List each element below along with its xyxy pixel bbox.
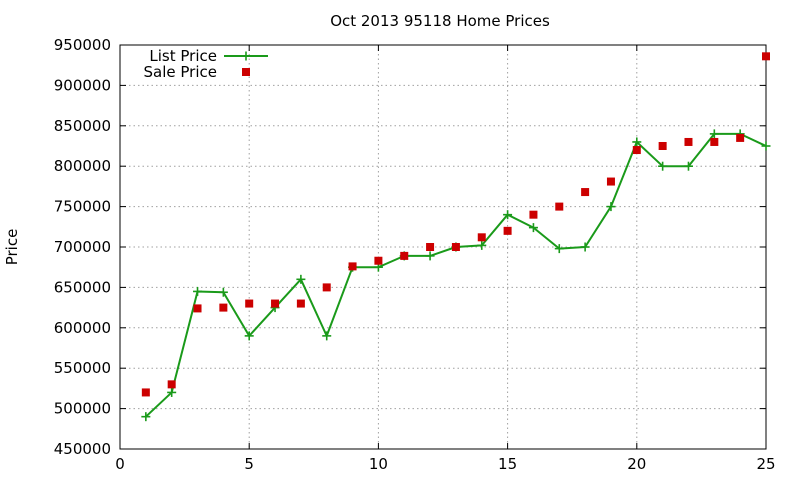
list-price-point xyxy=(244,331,254,341)
x-tick-label: 5 xyxy=(244,455,254,473)
list-price-point xyxy=(477,240,487,250)
sale-price-point xyxy=(245,299,254,308)
sale-price-point xyxy=(167,380,176,389)
list-price-point xyxy=(167,387,177,397)
list-price-line xyxy=(145,132,767,418)
list-price-point xyxy=(322,331,332,341)
list-price-point xyxy=(761,141,771,151)
sale-price-point xyxy=(736,133,745,142)
sale-price-point xyxy=(348,262,357,271)
sale-price-point xyxy=(710,137,719,146)
sale-price-point xyxy=(141,388,150,397)
legend-sample-list-price xyxy=(224,51,268,61)
legend-label-list-price: List Price xyxy=(149,47,217,65)
y-tick-label: 800000 xyxy=(54,157,111,175)
legend-sample-sale-price xyxy=(242,68,250,76)
y-tick-label: 900000 xyxy=(54,76,111,94)
y-tick-label: 750000 xyxy=(54,198,111,216)
legend-square-marker xyxy=(242,68,250,76)
sale-price-point xyxy=(322,283,331,292)
grid-layer xyxy=(120,45,766,449)
x-tick-label: 25 xyxy=(756,455,775,473)
legend: List Price Sale Price xyxy=(144,47,268,81)
series-layer xyxy=(141,52,771,422)
x-tick-label: 20 xyxy=(627,455,646,473)
y-tick-label: 450000 xyxy=(54,440,111,458)
sale-price-point xyxy=(374,256,383,265)
sale-price-point xyxy=(477,233,486,242)
x-tick-label: 15 xyxy=(498,455,517,473)
ticks-layer: 450000 500000 550000 600000 650000 700000 7500… xyxy=(54,36,776,473)
y-tick-label: 700000 xyxy=(54,238,111,256)
sale-price-point xyxy=(426,243,435,251)
y-tick-label: 500000 xyxy=(54,400,111,418)
y-axis-label: Price xyxy=(3,229,21,266)
list-price-point xyxy=(580,242,590,252)
list-price-point xyxy=(632,137,642,147)
y-tick-label: 850000 xyxy=(54,117,111,135)
series-1 xyxy=(141,52,770,397)
chart-title: Oct 2013 95118 Home Prices xyxy=(330,12,550,30)
legend-label-sale-price: Sale Price xyxy=(144,63,217,81)
sale-price-point xyxy=(632,146,641,155)
list-price-point xyxy=(503,210,513,220)
y-tick-label: 950000 xyxy=(54,36,111,54)
legend-plus-marker xyxy=(241,51,251,61)
x-tick-label: 10 xyxy=(369,455,388,473)
list-price-point xyxy=(658,161,668,171)
sale-price-point xyxy=(219,303,228,312)
list-price-point xyxy=(528,223,538,233)
y-tick-label: 600000 xyxy=(54,319,111,337)
sale-price-point xyxy=(529,210,538,219)
list-price-point xyxy=(606,202,616,212)
sale-price-point xyxy=(581,188,590,197)
y-tick-label: 550000 xyxy=(54,359,111,377)
sale-price-point xyxy=(684,137,693,146)
series-0 xyxy=(141,129,771,422)
sale-price-point xyxy=(555,202,564,211)
y-tick-label: 650000 xyxy=(54,278,111,296)
sale-price-point xyxy=(762,52,770,61)
list-price-point xyxy=(425,251,435,261)
sale-price-point xyxy=(271,299,280,308)
sale-price-point xyxy=(193,304,202,313)
sale-price-point xyxy=(451,243,460,251)
list-price-point xyxy=(709,129,719,139)
list-price-point xyxy=(683,161,693,171)
sale-price-point xyxy=(606,177,615,186)
x-tick-label: 0 xyxy=(115,455,125,473)
sale-price-point xyxy=(658,142,667,150)
list-price-point xyxy=(554,244,564,254)
list-price-point xyxy=(218,287,228,297)
sale-price-point xyxy=(400,251,409,260)
sale-price-point xyxy=(503,226,512,235)
list-price-point xyxy=(141,412,151,422)
sale-price-point xyxy=(296,299,305,308)
list-price-point xyxy=(193,286,203,296)
list-price-point xyxy=(296,274,306,284)
